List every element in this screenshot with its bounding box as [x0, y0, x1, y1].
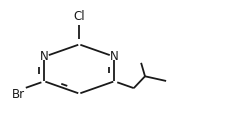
Text: Cl: Cl: [73, 10, 85, 23]
Text: Br: Br: [11, 88, 25, 101]
Text: N: N: [40, 50, 48, 63]
Text: N: N: [109, 50, 118, 63]
